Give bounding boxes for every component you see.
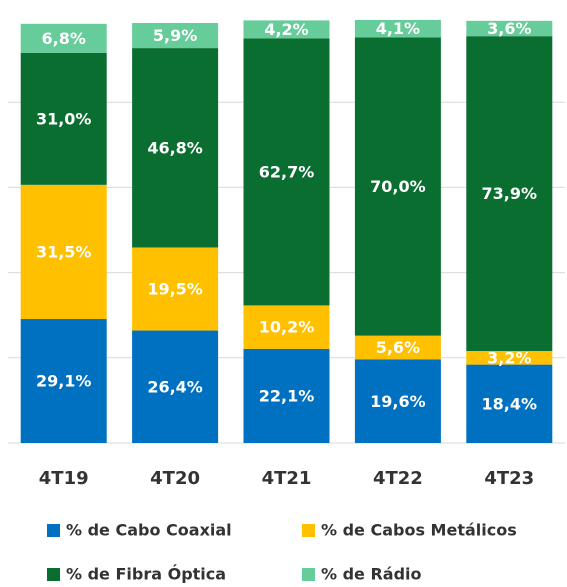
legend-label: % de Cabos Metálicos xyxy=(321,521,517,540)
value-label: 46,8% xyxy=(147,138,203,157)
bar-segment xyxy=(132,22,219,49)
bar-segment xyxy=(243,20,330,39)
bar-segment xyxy=(20,52,107,185)
bar-segment xyxy=(466,350,553,365)
value-label: 18,4% xyxy=(482,394,538,413)
value-label: 29,1% xyxy=(36,372,92,391)
value-label: 70,0% xyxy=(370,177,426,196)
bar-segment xyxy=(20,23,107,53)
bar-segment xyxy=(466,20,553,37)
value-label: 10,2% xyxy=(259,318,315,337)
value-label: 4,1% xyxy=(376,19,420,38)
bar-segment xyxy=(243,38,330,306)
bar-segment xyxy=(354,37,441,336)
value-label: 73,9% xyxy=(482,184,538,203)
bar-segment xyxy=(466,364,553,443)
legend-swatch xyxy=(47,568,60,581)
x-tick-label: 4T20 xyxy=(150,468,200,489)
legend-swatch xyxy=(47,524,60,537)
bar-segment xyxy=(243,348,330,443)
value-label: 22,1% xyxy=(259,386,315,405)
value-label: 62,7% xyxy=(259,162,315,181)
value-label: 19,5% xyxy=(147,280,203,299)
bar-segment xyxy=(243,305,330,349)
x-tick-label: 4T23 xyxy=(484,468,534,489)
value-label: 3,6% xyxy=(487,19,531,38)
bar-segment xyxy=(20,319,107,443)
bar-segment xyxy=(132,48,219,248)
legend-swatch xyxy=(302,524,315,537)
bar-segment xyxy=(354,19,441,38)
value-label: 19,6% xyxy=(370,392,426,411)
value-label: 5,6% xyxy=(376,338,420,357)
bar-segment xyxy=(354,335,441,360)
value-label: 4,2% xyxy=(264,20,308,39)
x-tick-label: 4T19 xyxy=(39,468,89,489)
bar-segment xyxy=(354,359,441,443)
x-tick-label: 4T21 xyxy=(262,468,312,489)
value-label: 5,9% xyxy=(153,26,197,45)
bar-segment xyxy=(132,330,219,443)
bar-segment xyxy=(466,36,553,351)
legend-label: % de Cabo Coaxial xyxy=(66,521,232,540)
value-label: 31,5% xyxy=(36,242,92,261)
value-label: 31,0% xyxy=(36,109,92,128)
value-label: 26,4% xyxy=(147,377,203,396)
value-label: 6,8% xyxy=(42,29,86,48)
legend-label: % de Rádio xyxy=(321,565,422,584)
bar-segment xyxy=(20,184,107,320)
value-label: 3,2% xyxy=(487,348,531,367)
x-tick-label: 4T22 xyxy=(373,468,423,489)
legend-label: % de Fibra Óptica xyxy=(66,565,226,584)
legend-swatch xyxy=(302,568,315,581)
bar-segment xyxy=(132,247,219,331)
